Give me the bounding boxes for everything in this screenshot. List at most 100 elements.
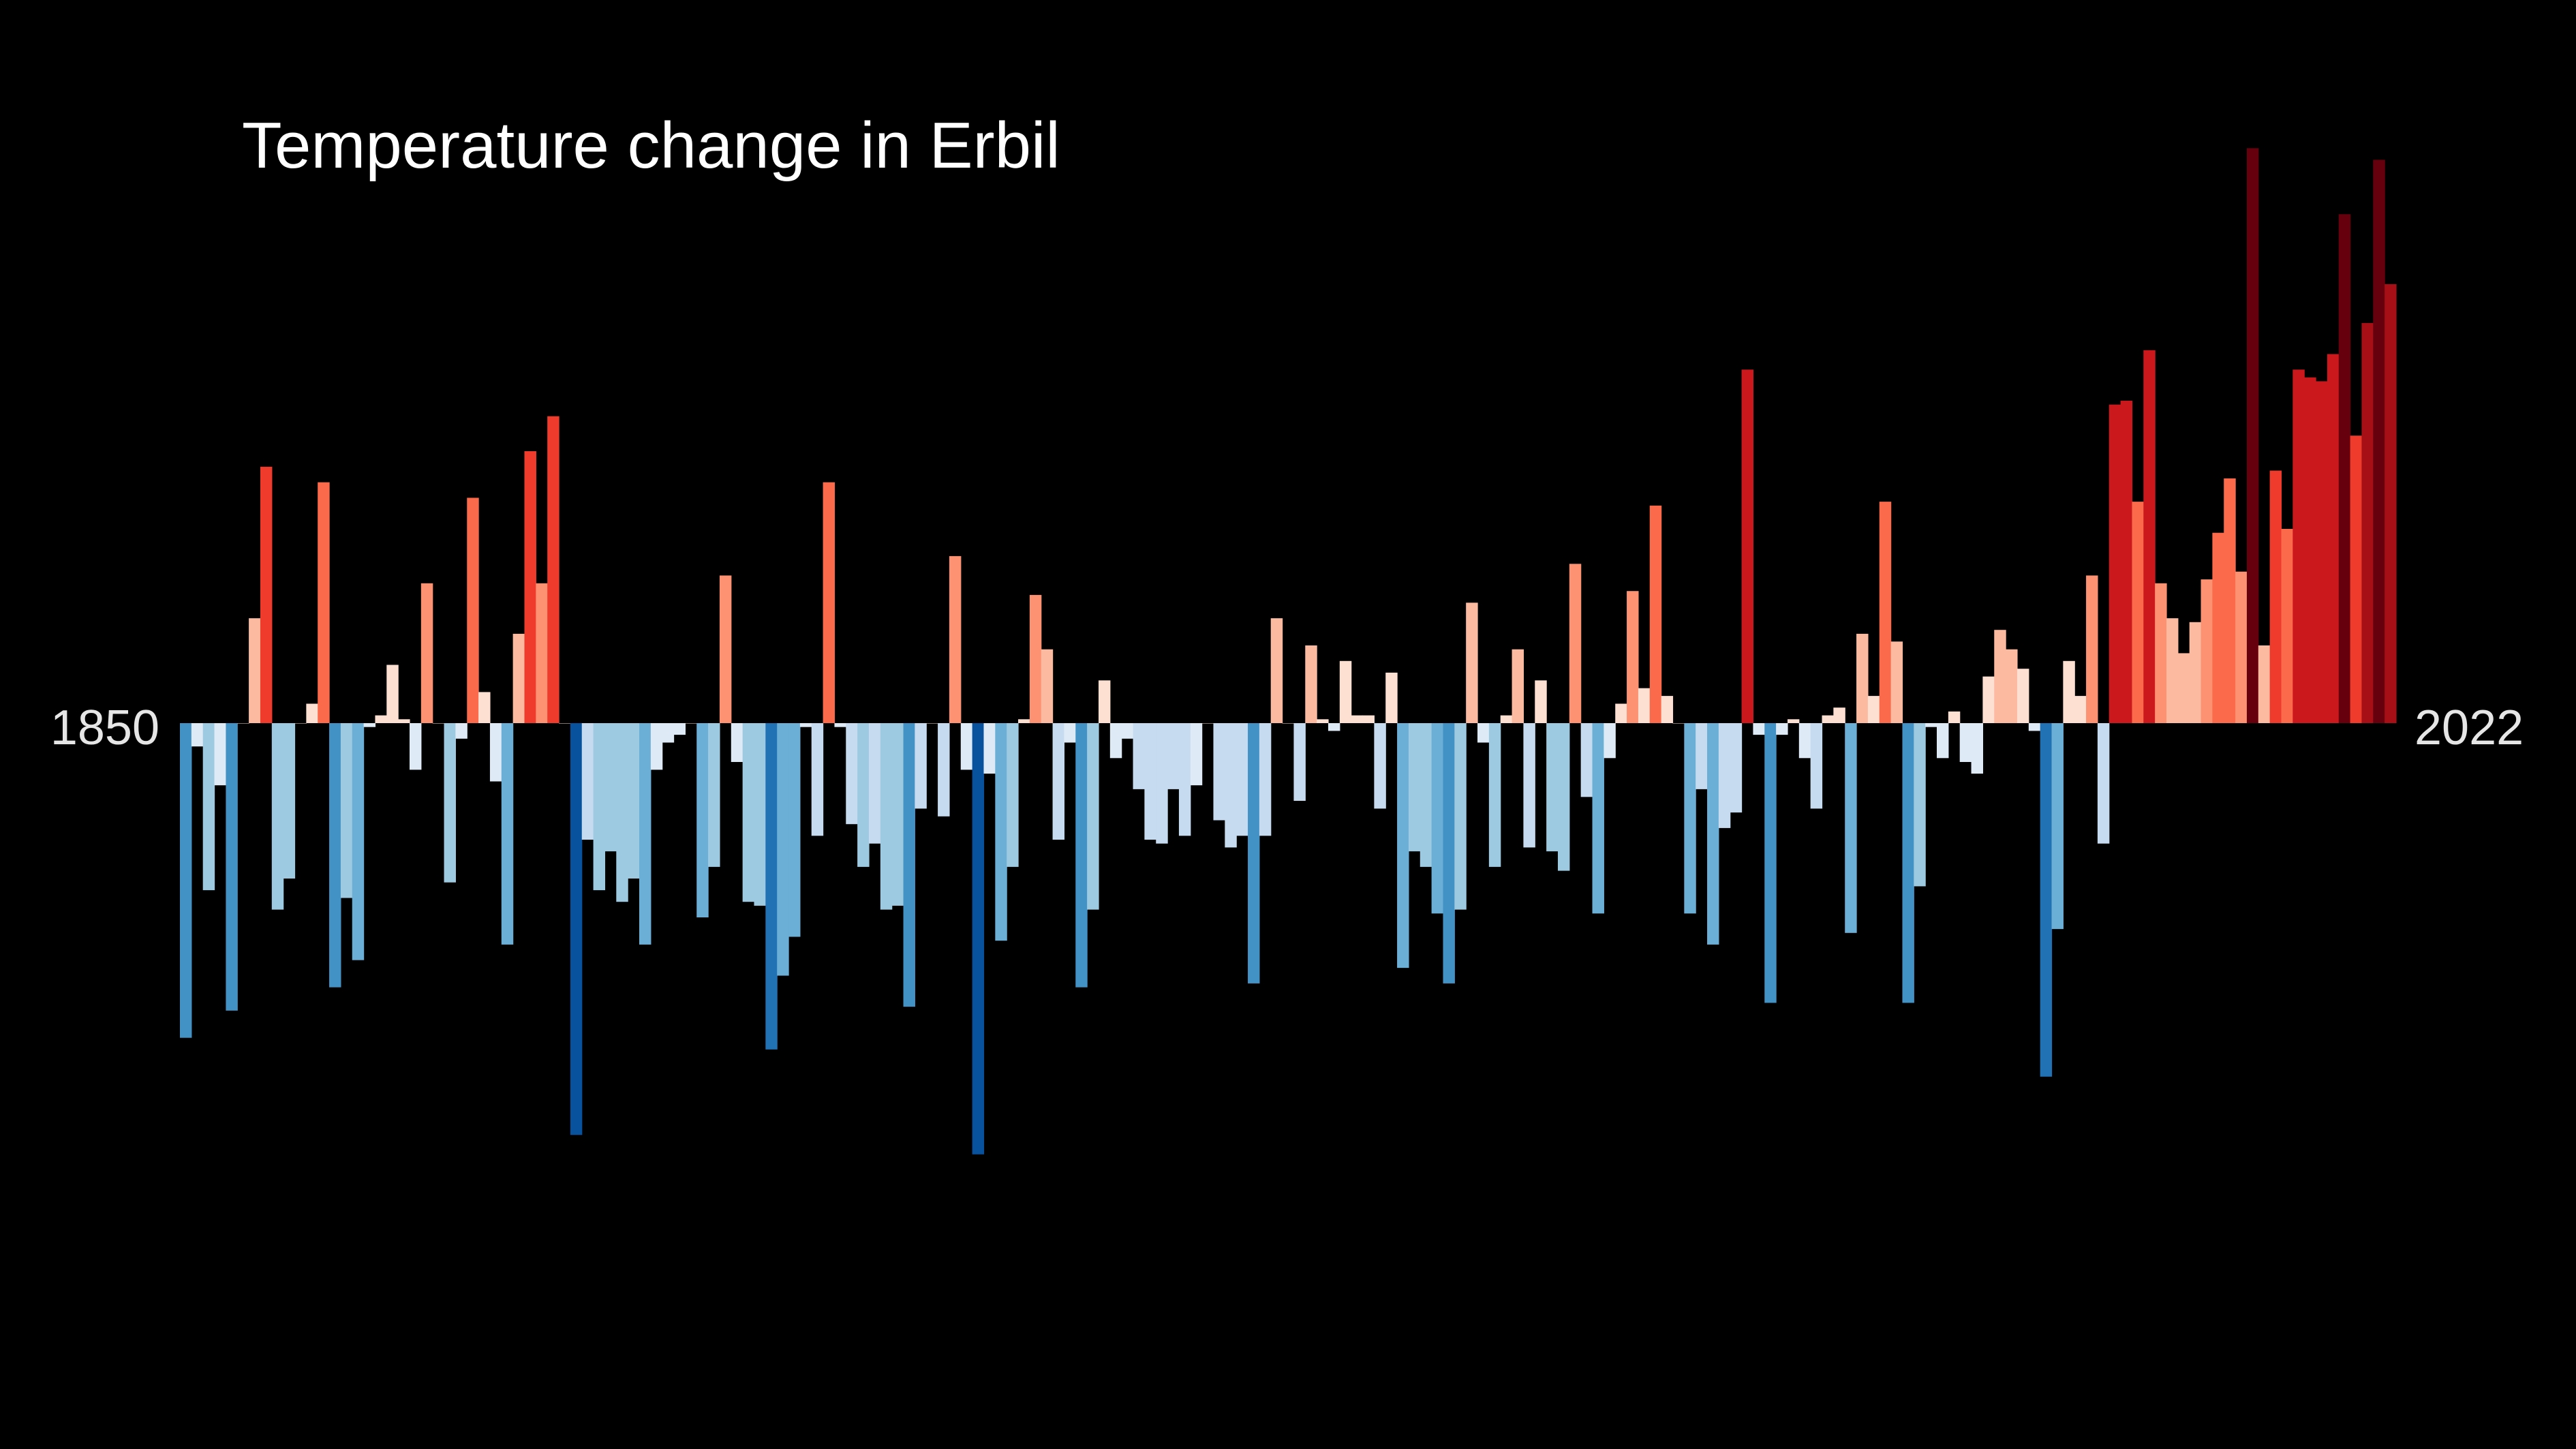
bar-1927 [1064,723,1076,743]
bar-1887 [604,723,617,852]
start-year-label: 1850 [50,701,159,755]
bar-1921 [995,723,1007,941]
bar-1879 [512,633,525,723]
bar-2032 [2269,470,2282,723]
bar-1865 [352,723,365,960]
bar-1864 [340,723,353,898]
bars-group [180,148,2397,1155]
bar-2003 [1937,723,1949,759]
bar-1904 [799,723,812,727]
bar-1854 [226,723,238,1011]
bar-2040 [2361,322,2374,723]
bar-1908 [846,723,858,825]
bar-1968 [1535,680,1547,723]
bar-1985 [1730,723,1743,813]
bar-1889 [628,723,640,879]
bar-1931 [1109,723,1122,759]
bar-2033 [2281,529,2293,723]
bar-1954 [1374,723,1386,809]
bar-1868 [386,665,399,723]
bar-1969 [1546,723,1559,852]
bar-2019 [2120,400,2133,723]
bar-1945 [1270,618,1283,723]
bar-2039 [2350,436,2363,723]
bar-1963 [1477,723,1490,743]
bar-1867 [375,715,387,723]
bar-1902 [777,723,789,976]
bar-1974 [1604,723,1616,759]
bar-1986 [1741,369,1754,723]
bar-1874 [455,723,467,739]
bar-1993 [1822,715,1834,723]
bar-1899 [742,723,755,902]
bar-1983 [1707,723,1719,945]
bar-1940 [1213,723,1225,821]
bar-1996 [1856,633,1869,723]
bar-1987 [1753,723,1765,735]
bar-1937 [1178,723,1191,836]
bar-1876 [478,692,491,723]
bar-1915 [926,723,938,724]
bar-2018 [2109,404,2121,723]
bar-1857 [260,466,273,723]
bar-2013 [2051,723,2064,930]
bar-2004 [1948,711,1961,723]
bar-1916 [938,723,950,817]
bar-1970 [1557,723,1570,871]
bar-1866 [363,723,376,727]
bar-1856 [249,618,261,723]
bar-1981 [1684,723,1696,914]
bar-2015 [2074,696,2087,723]
bar-2017 [2097,723,2110,844]
bar-1905 [811,723,824,836]
bar-2016 [2086,575,2098,723]
bar-2031 [2258,645,2271,723]
bar-1938 [1190,723,1203,786]
bar-1875 [467,498,479,723]
bar-1949 [1317,719,1329,723]
bar-1999 [1890,641,1903,723]
bar-1948 [1305,645,1317,723]
bar-1920 [983,723,996,774]
bar-1942 [1236,723,1248,836]
bar-1956 [1397,723,1409,968]
bar-1851 [191,723,204,747]
bar-1982 [1696,723,1708,789]
bar-1935 [1156,723,1168,844]
bar-1922 [1007,723,1019,867]
bar-1953 [1362,715,1375,723]
bar-1913 [903,723,915,1007]
bar-1858 [271,723,284,910]
bar-1930 [1098,680,1111,723]
bar-1863 [329,723,341,988]
bar-1911 [880,723,893,910]
bar-1980 [1672,723,1685,724]
bar-1933 [1133,723,1145,789]
bar-1877 [489,723,502,782]
bar-2009 [2006,649,2018,723]
bar-1897 [719,575,732,723]
bar-1855 [237,723,249,724]
bar-1977 [1638,688,1651,723]
bar-1910 [868,723,881,844]
bar-1901 [765,723,778,1050]
bar-1939 [1201,723,1214,724]
bar-1900 [754,723,766,906]
bar-2027 [2212,532,2224,723]
bar-1912 [891,723,904,906]
bar-1860 [294,723,307,724]
bar-2010 [2017,669,2029,723]
bar-1870 [409,723,422,770]
bar-1907 [834,723,846,727]
bar-1961 [1454,723,1467,910]
bar-1988 [1764,723,1777,1003]
bar-2038 [2338,214,2351,723]
bar-1991 [1798,723,1811,759]
bar-2042 [2385,284,2397,723]
bar-1995 [1845,723,1857,933]
bar-1861 [306,703,318,723]
bar-1950 [1328,723,1340,731]
bar-1951 [1339,660,1352,723]
bar-2022 [2155,583,2167,723]
